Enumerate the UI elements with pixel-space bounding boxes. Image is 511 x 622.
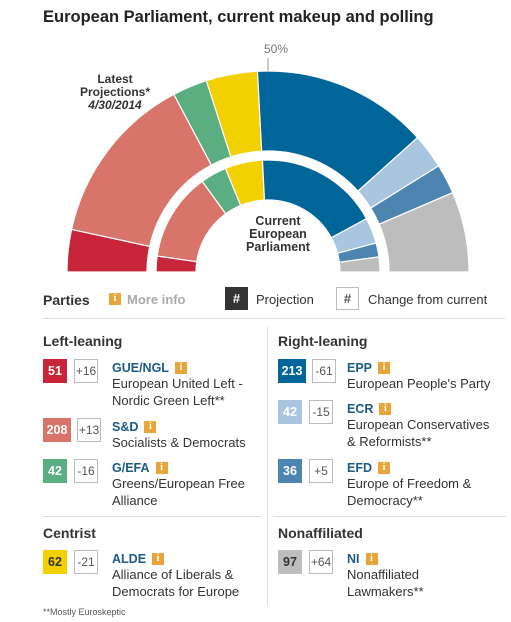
info-icon[interactable]: i [378, 461, 390, 474]
legend-bar: Parties i More info # Projection # Chang… [43, 287, 503, 313]
change-key-label: Change from current [368, 292, 488, 307]
party-s-and-d[interactable]: 208 +13 S&D i Socialists & Democrats [43, 418, 263, 450]
seats-badge: 36 [278, 459, 302, 483]
party-name-line1: European People's Party [347, 376, 491, 391]
current-line2: European [249, 227, 307, 241]
current-parliament-label: Current European Parliament [210, 215, 346, 254]
section-centrist: Centrist [43, 525, 96, 541]
change-badge: +64 [309, 550, 333, 574]
seats-badge: 42 [278, 400, 302, 424]
change-badge: -61 [312, 359, 336, 383]
projection-key-swatch: # [225, 287, 248, 310]
party-name-line1: European United Left - [112, 376, 243, 391]
party-name-line1: Socialists & Democrats [112, 435, 246, 450]
info-icon[interactable]: i [378, 361, 391, 374]
party-abbr: S&D [112, 420, 139, 434]
info-icon[interactable]: i [174, 361, 187, 374]
party-ni[interactable]: 97 +64 NI i Nonaffiliated Lawmakers** [278, 550, 508, 599]
change-badge: -21 [74, 550, 98, 574]
section-divider-right [274, 516, 506, 517]
party-abbr: EPP [347, 361, 373, 375]
party-efd[interactable]: 36 +5 EFD i Europe of Freedom & Democracy… [278, 459, 508, 508]
current-line1: Current [255, 214, 301, 228]
change-badge: -16 [74, 459, 98, 483]
current-line3: Parliament [246, 240, 310, 254]
info-icon[interactable]: i [144, 420, 157, 433]
parliament-chart [66, 58, 470, 273]
info-icon[interactable]: i [152, 552, 165, 565]
change-badge: -15 [309, 400, 333, 424]
latest-line1: Latest [97, 72, 133, 86]
party-abbr: G/EFA [112, 461, 150, 475]
party-abbr: GUE/NGL [112, 361, 169, 375]
page-title: European Parliament, current makeup and … [43, 8, 434, 26]
change-key-swatch: # [336, 287, 359, 310]
party-name-line2: Democrats for Europe [112, 584, 240, 599]
party-abbr: ALDE [112, 552, 147, 566]
party-ecr[interactable]: 42 -15 ECR i European Conservatives & Ref… [278, 400, 508, 449]
change-badge: +5 [309, 459, 333, 483]
seats-badge: 213 [278, 359, 306, 383]
info-icon[interactable]: i [155, 461, 168, 474]
projection-key-label: Projection [256, 292, 314, 307]
party-abbr: EFD [347, 461, 372, 475]
party-name-line2: Alliance [112, 493, 158, 508]
party-name-line2: Democracy** [347, 493, 423, 508]
parties-heading: Parties [43, 292, 90, 308]
column-divider [267, 326, 268, 606]
party-abbr: ECR [347, 402, 374, 416]
more-info-link[interactable]: More info [127, 292, 186, 307]
party-alde[interactable]: 62 -21 ALDE i Alliance of Liberals & Demo… [43, 550, 263, 599]
party-name-line1: Nonaffiliated [347, 567, 420, 582]
party-name-line1: Greens/European Free [112, 476, 245, 491]
section-divider-left [43, 516, 261, 517]
party-name-line1: Alliance of Liberals & [112, 567, 234, 582]
party-g-efa[interactable]: 42 -16 G/EFA i Greens/European Free Allia… [43, 459, 263, 508]
latest-line2: Projections* [79, 85, 151, 99]
party-name-line2: Lawmakers** [347, 584, 424, 599]
latest-date: 4/30/2014 [88, 98, 142, 112]
half-mark-label: 50% [264, 42, 289, 56]
latest-projections-label: Latest Projections* 4/30/2014 [60, 73, 170, 112]
section-left-leaning: Left-leaning [43, 333, 123, 349]
info-icon[interactable]: i [379, 402, 392, 415]
legend-divider [43, 318, 505, 319]
info-icon[interactable]: i [365, 552, 378, 565]
change-badge: +13 [77, 418, 101, 442]
seats-badge: 62 [43, 550, 67, 574]
party-name-line2: & Reformists** [347, 434, 432, 449]
party-abbr: NI [347, 552, 360, 566]
seats-badge: 42 [43, 459, 67, 483]
change-badge: +16 [74, 359, 98, 383]
party-name-line1: European Conservatives [347, 417, 490, 432]
seg-projection-ni [378, 191, 470, 273]
seats-badge: 97 [278, 550, 302, 574]
party-epp[interactable]: 213 -61 EPP i European People's Party [278, 359, 508, 391]
party-gue-ngl[interactable]: 51 +16 GUE/NGL i European United Left - N… [43, 359, 263, 408]
section-nonaffiliated: Nonaffiliated [278, 525, 363, 541]
party-name-line1: Europe of Freedom & [347, 476, 472, 491]
party-name-line2: Nordic Green Left** [112, 393, 225, 408]
footnote: **Mostly Euroskeptic [43, 607, 126, 617]
seats-badge: 51 [43, 359, 67, 383]
section-right-leaning: Right-leaning [278, 333, 368, 349]
info-icon[interactable]: i [109, 293, 121, 305]
seats-badge: 208 [43, 418, 71, 442]
seg-current-ni [338, 256, 381, 273]
